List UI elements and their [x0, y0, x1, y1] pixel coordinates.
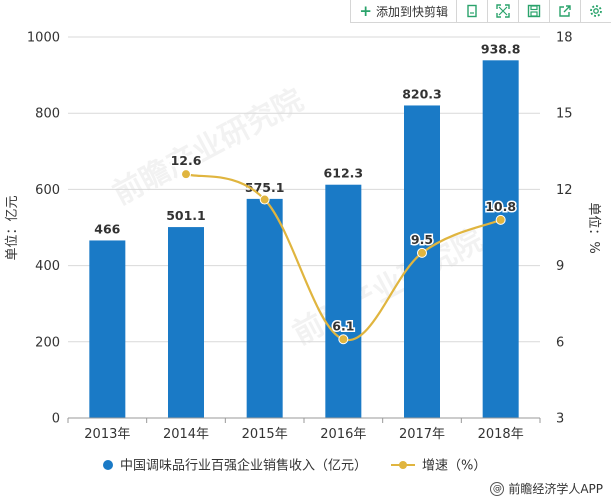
y2-tick-label: 18 [556, 31, 573, 46]
line-value-label: 10.8 [485, 199, 516, 214]
fullscreen-button[interactable] [457, 0, 488, 22]
brand-logo-icon: @ [490, 481, 505, 496]
line-value-label: 9.5 [411, 232, 433, 247]
y2-tick-label: 6 [556, 335, 564, 350]
y-tick-label: 600 [35, 183, 60, 198]
toolbar: + 添加到快剪辑 [350, 0, 611, 23]
bar-value-label: 820.3 [402, 86, 442, 101]
line-value-label-halo: 9.5 [411, 232, 433, 247]
fullscreen-icon [467, 4, 477, 18]
axes: 0 200 400 600 800 1000 3 6 9 12 15 18 2013年 2014年 2015… [27, 31, 573, 443]
share-icon [559, 5, 571, 17]
y-tick-label: 0 [52, 412, 60, 427]
footer-text: 前瞻经济学人APP [508, 482, 603, 496]
watermark-text-2: 前瞻产业研究院 [287, 223, 489, 352]
bar-value-label: 938.8 [481, 41, 521, 56]
line-point [417, 247, 427, 258]
save-button[interactable] [519, 0, 550, 22]
x-tick-label: 2013年 [84, 427, 130, 442]
line-value-label-halo: 6.1 [332, 318, 354, 333]
line-value-label-halo: 10.8 [485, 199, 516, 214]
y2-axis-label: 单位：% [586, 202, 601, 253]
bar [325, 184, 362, 418]
bar-value-label: 612.3 [324, 166, 364, 181]
plus-icon: + [359, 2, 372, 20]
bar [482, 60, 519, 418]
settings-icon [590, 5, 602, 17]
legend-bar-marker [103, 460, 113, 470]
x-tick-label: 2015年 [242, 427, 288, 442]
bar [89, 240, 126, 418]
y2-tick-label: 9 [556, 259, 564, 274]
legend-line-marker-dot [399, 461, 407, 469]
y2-tick-label: 3 [556, 412, 564, 427]
x-tick-label: 2016年 [320, 427, 366, 442]
save-icon [527, 4, 541, 18]
share-button[interactable] [550, 0, 581, 22]
bar-value-label: 466 [94, 221, 120, 236]
legend-line-label: 增速（%） [422, 459, 486, 474]
footer: @ 前瞻经济学人APP [490, 480, 603, 497]
line-value-label: 6.1 [332, 318, 354, 333]
expand-button[interactable] [488, 0, 519, 22]
grid [68, 36, 540, 343]
line-point [259, 194, 270, 205]
bar [246, 198, 283, 418]
x-tick-label: 2018年 [478, 427, 524, 442]
line-value-label: 12.6 [171, 153, 202, 168]
line-series: 12.612.66.16.19.59.510.810.8 [169, 152, 518, 345]
y-tick-label: 1000 [27, 31, 60, 46]
add-to-clip-button[interactable]: + 添加到快剪辑 [351, 0, 457, 22]
bar-value-label: 501.1 [166, 208, 206, 223]
bar [404, 105, 440, 418]
y-tick-label: 200 [35, 335, 60, 350]
x-tick-label: 2017年 [399, 427, 445, 442]
bar [168, 227, 204, 418]
add-to-clip-label: 添加到快剪辑 [375, 4, 448, 19]
line-point [495, 214, 506, 225]
y2-tick-label: 12 [556, 183, 573, 198]
line-point [181, 169, 191, 180]
line-value-label-halo: 12.6 [171, 153, 202, 168]
y-axis-label: 单位：亿元 [5, 195, 20, 260]
line-point [338, 334, 349, 345]
legend: 中国调味品行业百强企业销售收入（亿元） 增速（%） [103, 458, 486, 474]
y2-tick-label: 15 [556, 107, 573, 122]
expand-icon [496, 4, 510, 18]
x-tick-label: 2014年 [163, 427, 209, 442]
legend-bar-label: 中国调味品行业百强企业销售收入（亿元） [120, 458, 367, 474]
settings-button[interactable] [581, 0, 611, 22]
y-tick-label: 400 [35, 259, 60, 274]
y-tick-label: 800 [35, 107, 60, 122]
